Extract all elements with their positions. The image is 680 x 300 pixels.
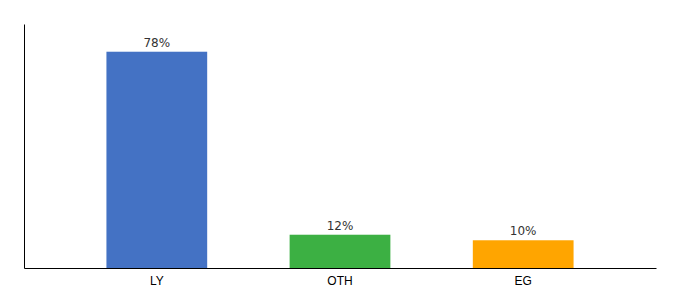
chart: LY OTH EG 78% 12% 10% [0, 0, 680, 300]
x-tick: OTH [327, 268, 352, 288]
y-axis [24, 25, 25, 269]
bars [106, 52, 573, 268]
x-tick: EG [515, 268, 532, 288]
y-axis-line [24, 25, 25, 269]
bar [473, 240, 574, 268]
data-label: 10% [510, 224, 537, 238]
bar [290, 235, 391, 268]
x-axis: LY OTH EG [25, 268, 657, 288]
x-tick-label: LY [150, 274, 164, 288]
x-axis-line [25, 268, 657, 269]
data-labels: 78% 12% 10% [143, 36, 536, 239]
bar [106, 52, 207, 268]
plot: LY OTH EG 78% 12% 10% [25, 25, 657, 288]
x-tick-label: EG [515, 274, 532, 288]
x-tick: LY [150, 268, 164, 288]
data-label: 78% [143, 36, 170, 50]
data-label: 12% [327, 219, 354, 233]
x-tick-label: OTH [327, 274, 352, 288]
